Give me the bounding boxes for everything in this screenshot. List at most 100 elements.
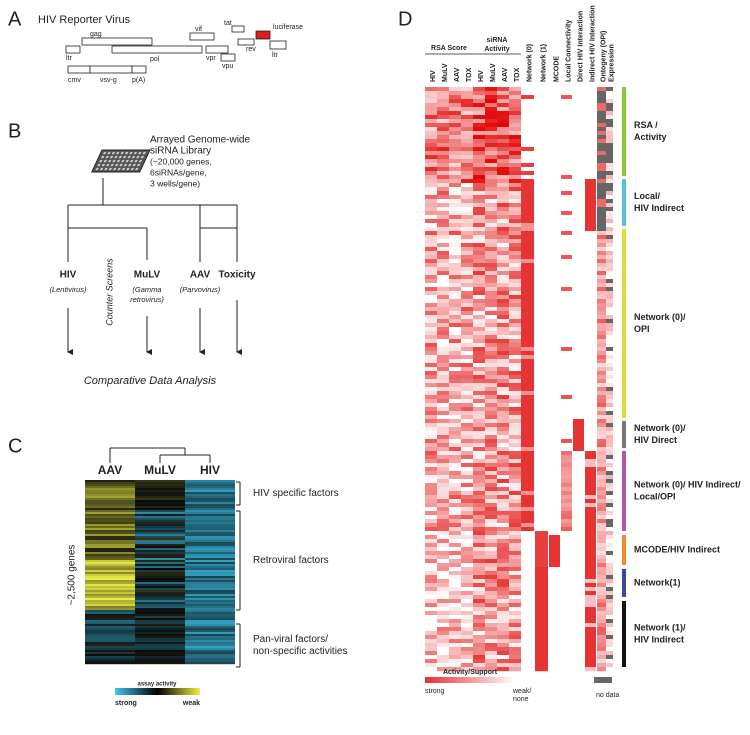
- heatmap-cell: [509, 435, 521, 440]
- heatmap-cell: [585, 383, 596, 388]
- heatmap-cell: [85, 662, 135, 665]
- heatmap-cell: [521, 535, 534, 540]
- heatmap-cell: [185, 610, 235, 613]
- heatmap-cell: [509, 503, 521, 508]
- heatmap-cell: [461, 271, 473, 276]
- heatmap-cell: [561, 383, 572, 388]
- heatmap-cell: [585, 411, 596, 416]
- heatmap-cell: [597, 327, 606, 332]
- heatmap-cell: [461, 179, 473, 184]
- heatmap-cell: [573, 311, 584, 316]
- heatmap-cell: [521, 87, 534, 92]
- heatmap-cell: [549, 131, 560, 136]
- heatmap-cell: [425, 95, 437, 100]
- well: [123, 155, 127, 159]
- heatmap-cell: [437, 267, 449, 272]
- heatmap-cell: [521, 247, 534, 252]
- heatmap-cell: [585, 275, 596, 280]
- heatmap-cell: [185, 634, 235, 637]
- heatmap-cell: [461, 603, 473, 608]
- heatmap-cell: [497, 475, 509, 480]
- heatmap-cell: [606, 583, 613, 588]
- heatmap-cell: [521, 327, 534, 332]
- heatmap-cell: [425, 107, 437, 112]
- heatmap-cell: [585, 459, 596, 464]
- heatmap-cell: [437, 131, 449, 136]
- heatmap-cell: [549, 339, 560, 344]
- heatmap-cell: [185, 500, 235, 503]
- heatmap-cell: [597, 647, 606, 652]
- heatmap-cell: [485, 303, 497, 308]
- heatmap-cell: [606, 603, 613, 608]
- heatmap-cell: [135, 578, 185, 581]
- heatmap-cell: [597, 375, 606, 380]
- heatmap-cell: [425, 411, 437, 416]
- heatmap-cell: [425, 347, 437, 352]
- heatmap-cell: [461, 611, 473, 616]
- heatmap-cell: [135, 596, 185, 599]
- heatmap-cell: [535, 319, 548, 324]
- heatmap-cell: [437, 503, 449, 508]
- heatmap-cell: [535, 107, 548, 112]
- label: Indirect HIV Interaction: [589, 5, 596, 82]
- heatmap-cell: [521, 239, 534, 244]
- heatmap-cell: [497, 619, 509, 624]
- heatmap-cell: [597, 355, 606, 360]
- heatmap-cell: [485, 663, 497, 668]
- heatmap-cell: [606, 631, 613, 636]
- heatmap-cell: [425, 183, 437, 188]
- heatmap-cell: [535, 523, 548, 528]
- heatmap-cell: [573, 203, 584, 208]
- heatmap-cell: [485, 499, 497, 504]
- heatmap-cell: [185, 616, 235, 619]
- heatmap-cell: [561, 503, 572, 508]
- heatmap-cell: [437, 255, 449, 260]
- heatmap-cell: [585, 607, 596, 612]
- heatmap-cell: [473, 119, 485, 124]
- well: [117, 159, 120, 163]
- heatmap-cell: [535, 571, 548, 576]
- heatmap-cell: [449, 295, 461, 300]
- heatmap-cell: [573, 511, 584, 516]
- heatmap-cell: [425, 563, 437, 568]
- well: [123, 163, 127, 167]
- heatmap-cell: [509, 227, 521, 232]
- heatmap-cell: [585, 495, 596, 500]
- heatmap-cell: [549, 259, 560, 264]
- heatmap-cell: [473, 519, 485, 524]
- heatmap-cell: [573, 339, 584, 344]
- label: weak/: [512, 688, 531, 695]
- heatmap-cell: [573, 455, 584, 460]
- heatmap-cell: [473, 167, 485, 172]
- heatmap-cell: [425, 187, 437, 192]
- no-data-swatch: [594, 677, 612, 683]
- heatmap-cell: [509, 635, 521, 640]
- heatmap-cell: [425, 323, 437, 328]
- heatmap-cell: [573, 471, 584, 476]
- well: [135, 167, 139, 171]
- heatmap-cell: [461, 87, 473, 92]
- heatmap-cell: [573, 411, 584, 416]
- heatmap-cell: [561, 411, 572, 416]
- heatmap-cell: [606, 279, 613, 284]
- heatmap-cell: [449, 527, 461, 532]
- heatmap-cell: [461, 199, 473, 204]
- heatmap-cell: [585, 427, 596, 432]
- heatmap-cell: [185, 542, 235, 545]
- heatmap-cell: [509, 555, 521, 560]
- heatmap-cell: [573, 91, 584, 96]
- label: A: [8, 8, 22, 30]
- heatmap-cell: [561, 207, 572, 212]
- heatmap-cell: [606, 311, 613, 316]
- heatmap-cell: [449, 323, 461, 328]
- heatmap-cell: [425, 447, 437, 452]
- heatmap-cell: [521, 527, 534, 532]
- heatmap-cell: [473, 619, 485, 624]
- heatmap-cell: [485, 643, 497, 648]
- heatmap-cell: [606, 547, 613, 552]
- heatmap-cell: [85, 576, 135, 579]
- heatmap-cell: [473, 359, 485, 364]
- heatmap-cell: [597, 115, 606, 120]
- heatmap-cell: [473, 387, 485, 392]
- heatmap-cell: [473, 427, 485, 432]
